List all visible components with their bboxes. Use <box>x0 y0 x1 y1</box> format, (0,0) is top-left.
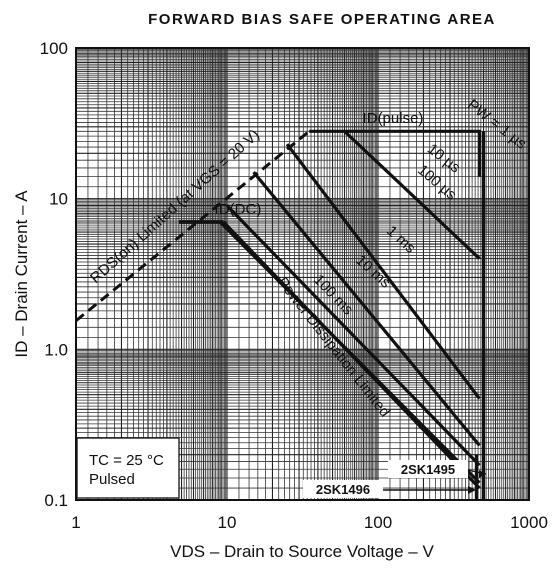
legend-line-1: TC = 25 °C <box>89 452 164 469</box>
annotation-2sk1495: 2SK1495 <box>401 462 455 477</box>
plot-frame <box>75 47 530 501</box>
chart-title: FORWARD BIAS SAFE OPERATING AREA <box>148 11 496 28</box>
arrow-2sk1496-head <box>468 486 476 494</box>
x-tick-label: 10 <box>218 513 237 532</box>
x-axis-label: VDS – Drain to Source Voltage – V <box>170 542 434 561</box>
annotation-2sk1496-bg <box>303 480 383 498</box>
x-tick-label: 1000 <box>510 513 548 532</box>
x-tick-label: 100 <box>364 513 392 532</box>
y-axis-label: ID – Drain Current – A <box>12 190 31 358</box>
arrow-2sk1495-head <box>479 470 486 478</box>
tick-labels: 1 10 100 1000 100 10 1.0 0.1 <box>40 39 548 532</box>
y-tick-label: 1.0 <box>44 340 68 359</box>
series-line-6 <box>252 171 481 447</box>
x-tick-label: 1 <box>71 513 80 532</box>
annotation-id-dc: ID(DC) <box>215 201 262 218</box>
legend-box: TC = 25 °C Pulsed <box>76 437 180 499</box>
legend-line-2: Pulsed <box>89 471 135 488</box>
series-line-0 <box>75 130 311 322</box>
y-tick-label: 10 <box>49 190 68 209</box>
annotation-2sk1495-bg <box>388 460 468 478</box>
series-line-7 <box>225 204 481 467</box>
y-tick-label: 100 <box>40 39 68 58</box>
annotation-2sk1495-group: 2SK1495 <box>388 460 487 478</box>
annotation-2sk1496: 2SK1496 <box>316 482 370 497</box>
curves <box>75 129 486 500</box>
annotation-id-pulse: ID(pulse) <box>363 110 424 127</box>
annotation-2sk1496-group: 2SK1496 <box>303 480 476 498</box>
series-line-4 <box>343 130 481 260</box>
grid <box>75 48 529 501</box>
series-line-5 <box>285 143 481 400</box>
series-line-9 <box>222 220 481 490</box>
y-tick-label: 0.1 <box>44 491 68 510</box>
legend-frame <box>76 437 180 499</box>
